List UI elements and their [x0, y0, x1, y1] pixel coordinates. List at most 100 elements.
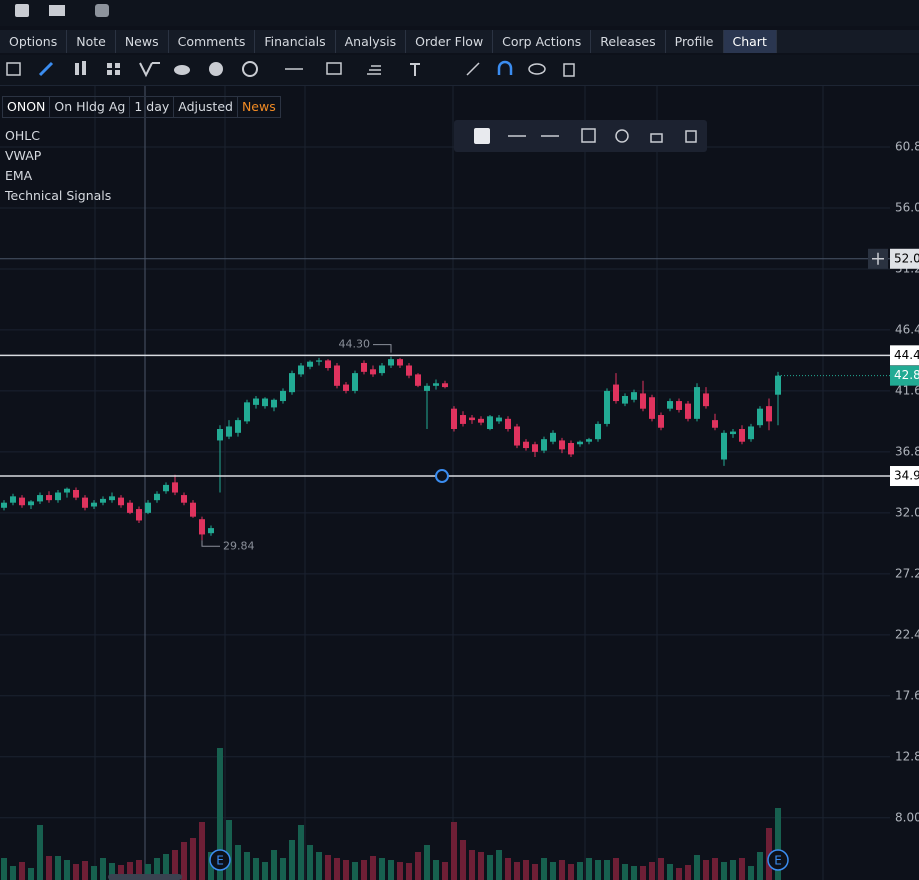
volume-bar [64, 860, 70, 880]
volume-bar [37, 825, 43, 880]
tab[interactable]: Comments [169, 30, 256, 53]
toolbar [0, 55, 919, 86]
min-label: 29.84 [223, 539, 255, 552]
candle-body [217, 429, 223, 441]
volume-bar [748, 866, 754, 880]
candle-body [469, 417, 475, 421]
candle-body [109, 496, 115, 501]
candle-body [748, 426, 754, 440]
volume-bar [775, 808, 781, 880]
volume-bar [154, 858, 160, 880]
volume-bar [586, 858, 592, 880]
candle-body [199, 519, 205, 535]
candle-body [685, 403, 691, 419]
candle-body [532, 444, 538, 452]
candle-body [352, 373, 358, 391]
volume-bar [10, 866, 16, 880]
candle-body [244, 402, 250, 422]
candle-body [118, 497, 124, 506]
volume-bar [82, 861, 88, 880]
y-tick-label: 32.0 [895, 505, 919, 519]
candle-body [550, 432, 556, 442]
volume-bar [145, 864, 151, 880]
candle-body [208, 528, 214, 534]
indicator[interactable]: Technical Signals [5, 188, 112, 203]
candle-body [577, 441, 583, 445]
volume-bar [415, 852, 421, 880]
add-icon [872, 252, 884, 265]
line-handle[interactable] [435, 469, 449, 484]
tab[interactable]: Corp Actions [493, 30, 592, 53]
tab[interactable]: Releases [591, 30, 666, 53]
earnings-marker[interactable] [209, 849, 231, 871]
price-box [890, 248, 919, 269]
candle-body [253, 398, 259, 405]
y-tick-label: 8.00 [895, 810, 919, 824]
tab-bar: Options Note News Comments Financials Analysi… [0, 30, 919, 53]
candle-body [739, 429, 745, 442]
candle-body [10, 496, 16, 503]
volume-bar [370, 856, 376, 880]
volume-bar [91, 866, 97, 880]
top-bar [0, 0, 919, 26]
y-tick-label: 46.4 [895, 322, 919, 336]
tab[interactable]: Note [67, 30, 116, 53]
volume-bar [496, 850, 502, 880]
volume-bar [550, 862, 556, 880]
interval[interactable]: 1 day [130, 97, 175, 117]
candle-body [64, 488, 70, 493]
max-label: 44.30 [339, 338, 371, 351]
earnings-label: E [774, 854, 782, 868]
earnings-marker[interactable] [767, 849, 789, 871]
scrollbar [108, 874, 182, 880]
volume-bar [478, 852, 484, 880]
candle-body [424, 385, 430, 391]
volume-bar [739, 858, 745, 880]
toolbar-icons[interactable] [0, 55, 600, 85]
volume-bar [334, 858, 340, 880]
candle-body [676, 401, 682, 410]
candle-body [703, 393, 709, 407]
candle-body [604, 390, 610, 424]
tab[interactable]: Analysis [336, 30, 407, 53]
tab[interactable]: Options [0, 30, 68, 53]
volume-bar [703, 860, 709, 880]
candle-body [37, 495, 43, 502]
volume-bar [577, 862, 583, 880]
adjustment[interactable]: Adjusted [174, 97, 238, 117]
volume-bar [676, 868, 682, 880]
candle-body [127, 502, 133, 513]
candle-body [100, 498, 106, 503]
tab[interactable]: Order Flow [406, 30, 494, 53]
volume-bar [325, 855, 331, 880]
candle-body [19, 497, 25, 506]
indicator[interactable]: EMA [5, 168, 33, 183]
volume-bar [19, 862, 25, 880]
symbol: ONON [3, 97, 51, 117]
candle-body [91, 502, 97, 507]
tab[interactable]: Financials [255, 30, 336, 53]
indicator[interactable]: VWAP [5, 148, 42, 163]
volume-bar [424, 845, 430, 880]
candle-body [766, 406, 772, 422]
candle-body [757, 408, 763, 426]
min-marker [201, 540, 220, 547]
candle-body [478, 418, 484, 423]
candle-body [631, 392, 637, 400]
max-marker [373, 344, 392, 353]
news-toggle[interactable]: News [241, 99, 276, 114]
candle-body [451, 408, 457, 430]
tab[interactable]: News [116, 30, 169, 53]
tab[interactable]: Chart [723, 30, 777, 53]
price-box [890, 345, 919, 366]
volume-bar [712, 858, 718, 880]
volume-bar [244, 852, 250, 880]
candle-body [622, 395, 628, 404]
candle-body [406, 365, 412, 376]
line-price-label: 34.9 [894, 469, 919, 483]
candle-body [640, 393, 646, 409]
indicator[interactable]: OHLC [5, 128, 40, 143]
tab[interactable]: Profile [666, 30, 724, 53]
candle-body [496, 417, 502, 422]
